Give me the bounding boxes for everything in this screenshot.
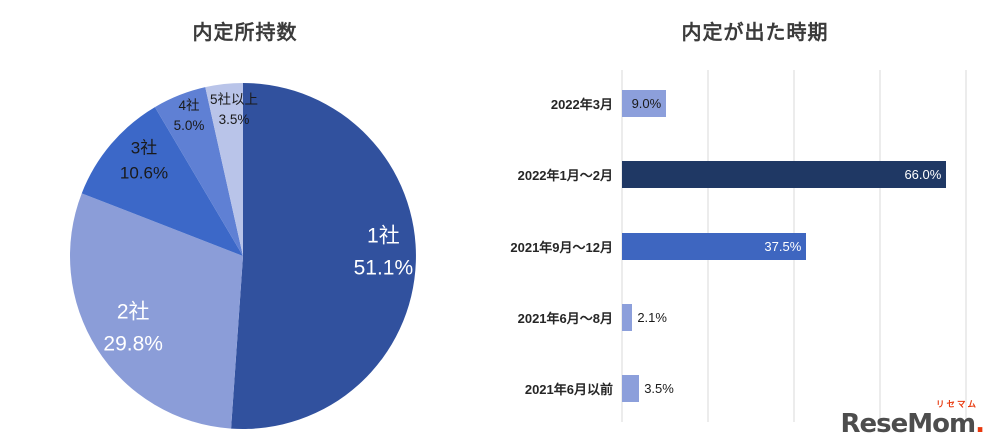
value-label: 9.0% [631, 96, 662, 112]
category-label: 2021年6月以前 [524, 381, 613, 397]
bar-4 [622, 303, 633, 331]
bar-row-3: 2021年9月～12月 37.5% [500, 210, 978, 281]
pie-chart-title: 内定所持数 [192, 22, 298, 44]
pie-label-value: 10.6% [119, 163, 169, 183]
bar-row-1: 2022年3月 9.0% [500, 68, 978, 139]
pie-label-value: 51.1% [353, 256, 414, 280]
pie-label-name: 3社 [130, 138, 158, 158]
bar-row-4: 2021年6月～8月 2.1% [500, 282, 978, 353]
pie-slice-4 [154, 87, 243, 256]
bar-track: 3.5% [622, 374, 966, 402]
offer-count-pie-chart: 1社 51.1% 2社 29.8% 3社 10.6% 4社 5.0% 5社以上 3.5% [63, 76, 423, 436]
pie-label-value: 5.0% [173, 117, 205, 133]
pie-label-2: 2社 29.8% [103, 297, 163, 360]
pie-label-value: 3.5% [218, 112, 250, 128]
bar-track: 66.0% [622, 161, 966, 189]
pie-label-3: 3社 10.6% [120, 135, 168, 186]
bar-chart-title: 内定が出た時期 [681, 22, 829, 44]
resemom-logo-dot: . [975, 409, 985, 439]
pie-slice-5 [205, 83, 243, 256]
pie-label-5: 5社以上 3.5% [210, 90, 258, 131]
bar-3: 37.5% [622, 232, 807, 260]
resemom-logo-wordmark: ReseMom. [840, 409, 985, 439]
bar-2: 66.0% [622, 161, 947, 189]
pie-label-name: 4社 [178, 97, 200, 113]
gridline [965, 70, 967, 422]
value-label: 37.5% [764, 238, 802, 254]
pie-slice-2 [69, 193, 243, 429]
resemom-logo-kana: リセマム [935, 399, 978, 409]
value-label: 3.5% [644, 380, 674, 396]
resemom-logo: リセマム ReseMom. [840, 399, 985, 439]
pie-label-name: 1社 [367, 224, 400, 248]
pie-slice-3 [81, 107, 243, 256]
bar-1: 9.0% [622, 90, 667, 118]
category-label: 2021年9月～12月 [510, 239, 613, 255]
pie-label-1: 1社 51.1% [354, 221, 414, 284]
gridline [879, 70, 881, 422]
pie-label-value: 29.8% [103, 332, 163, 355]
bar-row-2: 2022年1月～2月 66.0% [500, 139, 978, 210]
bar-rows: 2022年3月 9.0% 2022年1月～2月 66.0% 2021年9月～12月 37.… [500, 68, 978, 424]
category-label: 2022年1月～2月 [517, 168, 613, 184]
bar-track: 9.0% [622, 90, 966, 118]
bar-track: 37.5% [622, 232, 966, 260]
pie-label-name: 2社 [116, 300, 150, 324]
pie-label-4: 4社 5.0% [174, 95, 205, 136]
pie-svg [69, 83, 416, 429]
category-label: 2022年3月 [550, 97, 613, 113]
bar-track: 2.1% [622, 303, 966, 331]
category-label: 2021年6月～8月 [517, 310, 613, 326]
value-label: 66.0% [904, 167, 942, 183]
bar-row-5: 2021年6月以前 3.5% [500, 353, 978, 424]
value-label: 2.1% [637, 309, 667, 325]
pie-label-name: 5社以上 [209, 91, 259, 107]
bar-5 [622, 374, 640, 402]
pie-slice-1 [231, 83, 416, 429]
offer-timing-bar-chart: 2022年3月 9.0% 2022年1月～2月 66.0% 2021年9月～12月 37.… [500, 68, 978, 424]
resemom-logo-text: ReseMom [840, 409, 977, 439]
